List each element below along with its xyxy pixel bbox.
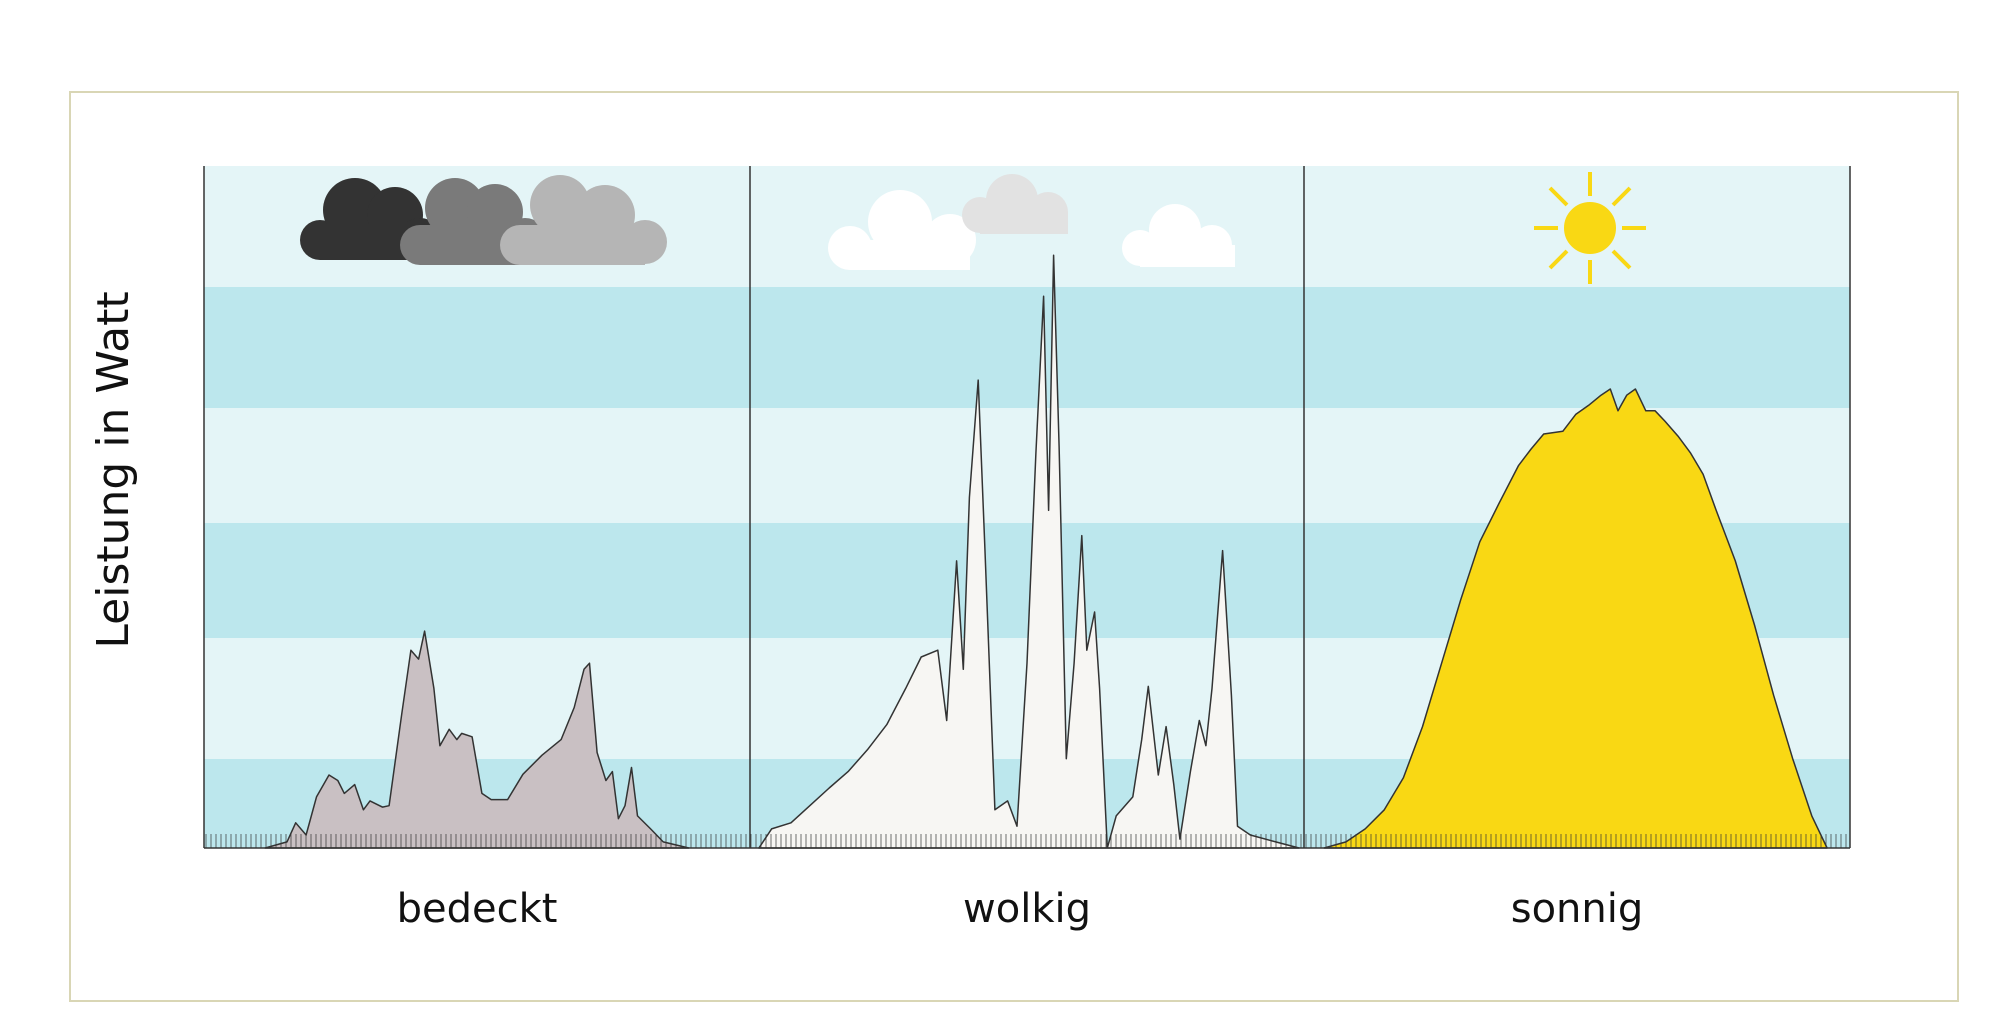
panel-borders <box>203 166 1851 849</box>
white-clouds <box>828 174 1235 270</box>
y-axis-label: Leistung in Watt <box>88 291 139 648</box>
panel-labels: bedeckt wolkig sonnig <box>397 886 1644 932</box>
overcast-clouds <box>300 175 667 265</box>
panel-label: bedeckt <box>397 886 558 932</box>
area <box>264 630 690 849</box>
baseline-hatch <box>204 834 1850 848</box>
area <box>1323 388 1828 849</box>
area <box>758 254 1300 849</box>
panel-label: sonnig <box>1511 886 1644 932</box>
sun <box>1534 172 1646 284</box>
panel-label: wolkig <box>963 886 1091 932</box>
areas <box>264 254 1828 849</box>
